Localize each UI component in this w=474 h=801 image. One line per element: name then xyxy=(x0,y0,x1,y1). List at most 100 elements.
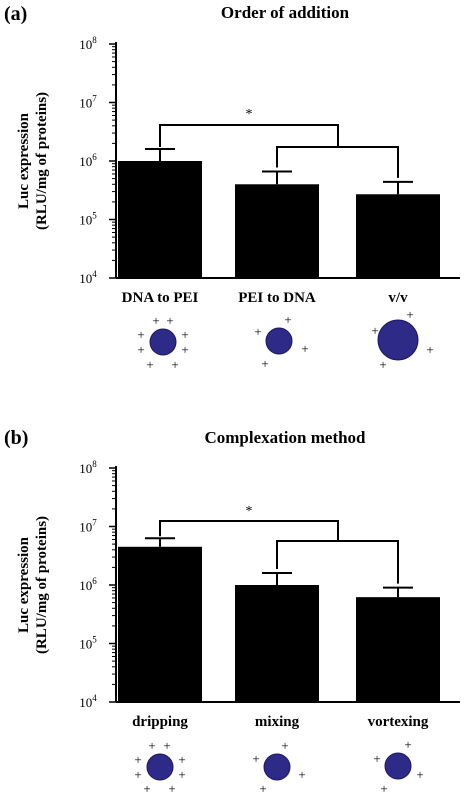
plus-charge: + xyxy=(254,324,261,339)
chart-panel-b: (b) Complexation method Luc expression (RLU… xyxy=(4,427,460,796)
particle-illustration: ++++ xyxy=(252,738,305,796)
y-tick-exponent: 4 xyxy=(92,693,97,703)
y-tick-base: 10 xyxy=(79,154,92,169)
plus-charge: + xyxy=(137,327,144,342)
significance-bracket xyxy=(276,540,399,584)
y-tick-label: 105 xyxy=(79,211,97,228)
particle-illustration: + + + + xyxy=(254,312,308,371)
particle-circle xyxy=(265,327,293,355)
bar xyxy=(235,585,319,702)
plus-charge: + xyxy=(166,313,173,328)
plus-charge: + xyxy=(301,341,308,356)
plus-charge: + xyxy=(371,323,378,338)
y-tick-label: 107 xyxy=(79,94,97,111)
plus-charge: + xyxy=(178,752,185,767)
y-tick-base: 10 xyxy=(79,695,92,710)
plus-charge: + xyxy=(261,356,268,371)
bar xyxy=(356,194,440,278)
plus-charge: + xyxy=(406,307,413,322)
y-tick-base: 10 xyxy=(79,520,92,535)
significance-star: * xyxy=(246,504,253,519)
y-tick-exponent: 6 xyxy=(92,152,97,162)
particle-circle xyxy=(149,328,177,356)
plus-charge: + xyxy=(379,357,386,372)
y-axis-label: Luc expression (RLU/mg of proteins) xyxy=(16,92,50,230)
y-tick-label: 108 xyxy=(79,459,97,476)
x-tick-label: dripping xyxy=(132,714,188,730)
particle-circle xyxy=(384,752,412,780)
y-tick-label: 106 xyxy=(79,576,97,593)
x-tick-label: DNA to PEI xyxy=(122,290,199,306)
y-tick-base: 10 xyxy=(79,271,92,286)
plus-charge: + xyxy=(134,752,141,767)
particle-circle xyxy=(377,319,419,361)
y-tick-base: 10 xyxy=(79,96,92,111)
plus-charge: + xyxy=(426,342,433,357)
y-tick-label: 104 xyxy=(79,269,97,286)
y-tick-base: 10 xyxy=(79,461,92,476)
plus-charge: + xyxy=(146,357,153,372)
bar xyxy=(118,546,202,702)
plus-charge: + xyxy=(168,781,175,796)
chart-title: Order of addition xyxy=(221,3,350,22)
particle-circle xyxy=(146,753,174,781)
significance-bracket xyxy=(276,146,399,178)
plus-charge: + xyxy=(181,342,188,357)
y-tick-label: 108 xyxy=(79,35,97,52)
chart-panel-a: (a) Order of addition Luc expression (RLU/m… xyxy=(4,3,460,372)
x-tick-label: vortexing xyxy=(368,714,429,730)
chart-title: Complexation method xyxy=(204,428,366,447)
y-tick-exponent: 7 xyxy=(92,518,97,528)
y-axis-label: Luc expression (RLU/mg of proteins) xyxy=(16,516,50,654)
y-tick-exponent: 4 xyxy=(92,269,97,279)
y-tick-label: 105 xyxy=(79,635,97,652)
y-tick-exponent: 5 xyxy=(92,211,97,221)
x-tick-label: v/v xyxy=(388,290,408,306)
particle-illustration: + + + + xyxy=(371,307,433,372)
plus-charge: + xyxy=(171,357,178,372)
particle-illustration: ++++ xyxy=(373,737,423,796)
y-axis-label-line1: Luc expression xyxy=(16,536,32,633)
panel-label: (a) xyxy=(4,3,27,25)
plus-charge: + xyxy=(380,781,387,796)
particle-circle xyxy=(263,753,291,781)
y-axis-label-line2: (RLU/mg of proteins) xyxy=(34,92,50,230)
plus-charge: + xyxy=(178,767,185,782)
x-tick-label: PEI to DNA xyxy=(238,290,316,306)
plus-charge: + xyxy=(259,781,266,796)
particle-illustration: + ++ ++ ++ + xyxy=(137,313,188,372)
significance-bracket xyxy=(159,520,339,541)
plus-charge: + xyxy=(284,312,291,327)
plus-charge: + xyxy=(281,738,288,753)
significance-bracket xyxy=(159,124,339,148)
plus-charge: + xyxy=(404,737,411,752)
plus-charge: + xyxy=(252,751,259,766)
plus-charge: + xyxy=(373,751,380,766)
y-axis-label-line2: (RLU/mg of proteins) xyxy=(34,516,50,654)
y-tick-exponent: 7 xyxy=(92,94,97,104)
plus-charge: + xyxy=(163,738,170,753)
y-tick-base: 10 xyxy=(79,37,92,52)
plus-charge: + xyxy=(181,327,188,342)
plus-charge: + xyxy=(137,342,144,357)
bar xyxy=(356,597,440,702)
plus-charge: + xyxy=(152,313,159,328)
y-tick-exponent: 8 xyxy=(92,35,97,45)
particle-illustration: + ++ ++ ++ + xyxy=(134,738,185,796)
plus-charge: + xyxy=(148,738,155,753)
y-tick-label: 106 xyxy=(79,152,97,169)
y-tick-base: 10 xyxy=(79,637,92,652)
y-tick-label: 104 xyxy=(79,693,97,710)
panel-label: (b) xyxy=(4,427,28,449)
plus-charge: + xyxy=(416,767,423,782)
y-axis-label-line1: Luc expression xyxy=(16,112,32,209)
y-tick-base: 10 xyxy=(79,213,92,228)
bar xyxy=(118,161,202,278)
y-tick-exponent: 5 xyxy=(92,635,97,645)
y-tick-exponent: 8 xyxy=(92,459,97,469)
plus-charge: + xyxy=(298,767,305,782)
y-tick-base: 10 xyxy=(79,578,92,593)
y-tick-label: 107 xyxy=(79,518,97,535)
y-tick-exponent: 6 xyxy=(92,576,97,586)
